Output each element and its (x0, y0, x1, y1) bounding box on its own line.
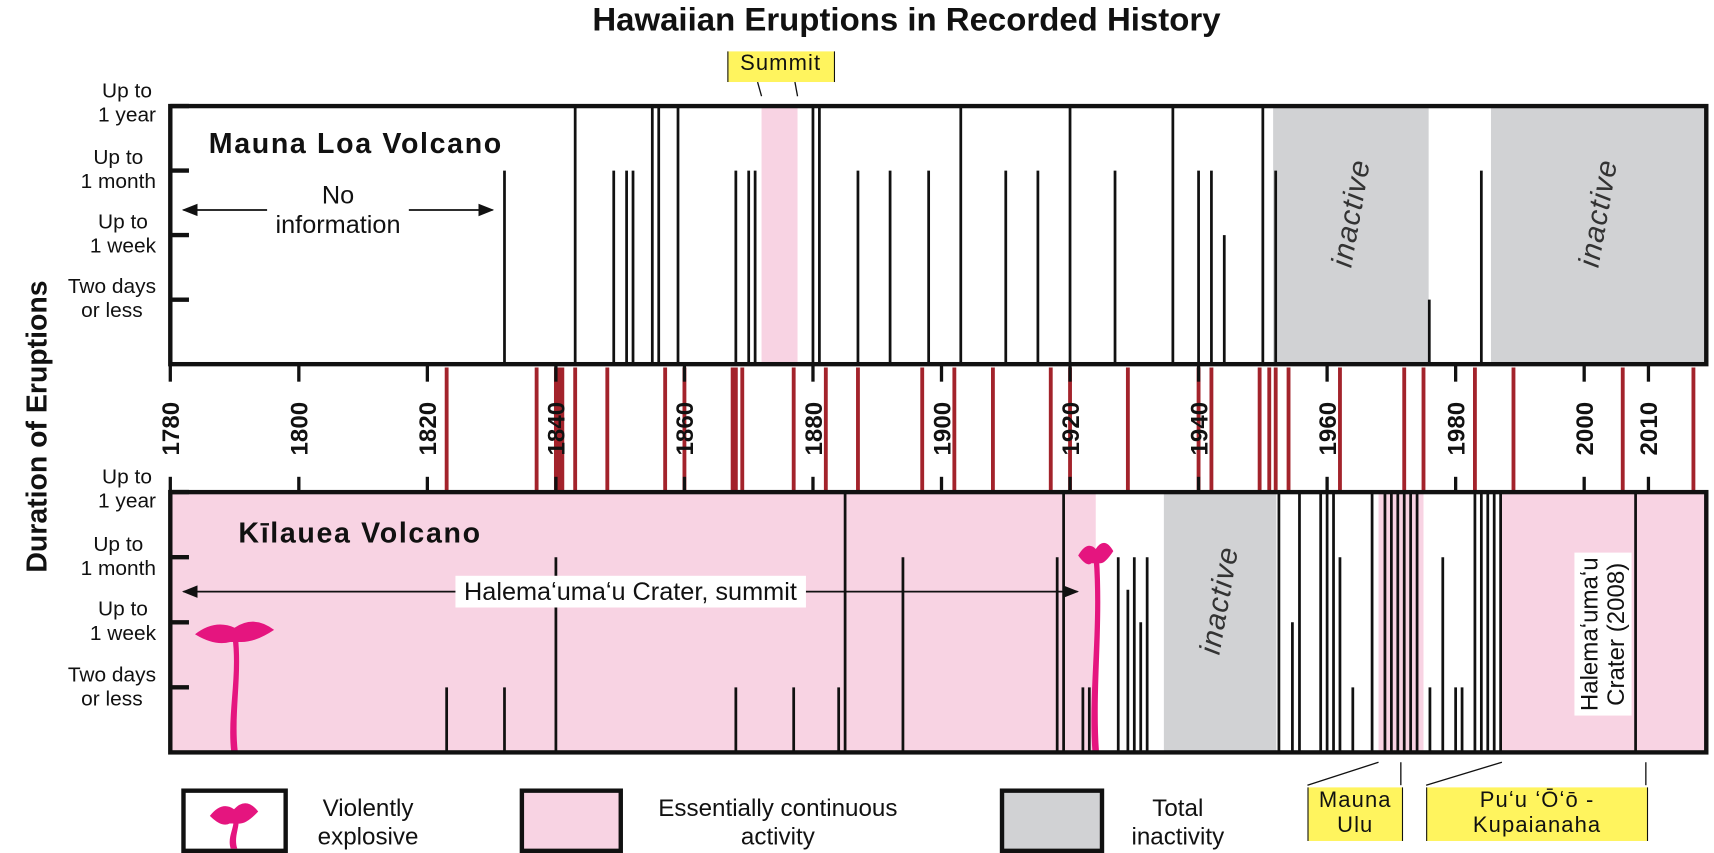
legend-swatch (1002, 791, 1102, 851)
span-label: No information (267, 179, 410, 240)
callout-connector (1307, 762, 1378, 785)
x-tick-label: 1980 (1443, 402, 1470, 456)
x-tick-label: 1880 (801, 402, 828, 456)
x-tick-label: 2000 (1572, 402, 1599, 456)
note: Halemaʻumaʻu Crater (2008) (1574, 553, 1631, 716)
y-tick-label: Up to 1 year (98, 80, 156, 128)
x-tick-label: 1940 (1186, 402, 1213, 456)
y-tick-label: Up to 1 month (81, 533, 156, 581)
callout-connector (795, 82, 798, 96)
x-tick-label: 1840 (544, 402, 571, 456)
x-tick-label: 2010 (1636, 402, 1663, 456)
callout: Mauna Ulu (1307, 787, 1403, 841)
callout-connector (758, 82, 762, 96)
callout: Puʻu ʻŌʻō - Kupaianaha (1426, 787, 1648, 841)
y-tick-label: Two days or less (68, 276, 156, 324)
y-tick-label: Up to 1 week (90, 211, 156, 259)
x-tick-label: 1920 (1058, 402, 1085, 456)
x-tick-label: 1800 (287, 402, 314, 456)
legend-label: Essentially continuous activity (658, 794, 897, 851)
panel-title: Mauna Loa Volcano (209, 127, 503, 161)
continuous-activity (762, 106, 798, 364)
page: {"chart_data":{ "type":"eruption-timelin… (0, 0, 1714, 853)
x-tick-label: 1860 (672, 402, 699, 456)
panel-title: Kīlauea Volcano (238, 516, 481, 550)
y-tick-label: Up to 1 year (98, 466, 156, 514)
x-tick-label: 1820 (415, 402, 442, 456)
y-tick-label: Up to 1 month (81, 147, 156, 195)
y-tick-label: Up to 1 week (90, 598, 156, 646)
y-tick-label: Two days or less (68, 663, 156, 711)
x-tick-label: 1780 (158, 402, 185, 456)
y-axis-title: Duration of Eruptions (20, 280, 54, 572)
stage: 1780 1800 1820 1840 1860 1880 1900 1920 1940 1960… (0, 0, 1714, 853)
callout: Summit (727, 51, 835, 82)
legend-label: Total inactivity (1131, 794, 1224, 851)
chart-title: Hawaiian Eruptions in Recorded History (592, 2, 1220, 39)
x-tick-label: 1900 (929, 402, 956, 456)
legend-label: Violently explosive (318, 794, 419, 851)
callout-connector (1426, 762, 1502, 785)
span-label: Halemaʻumaʻu Crater, summit (455, 576, 805, 608)
legend-swatch (522, 791, 621, 851)
x-tick-label: 1960 (1315, 402, 1342, 456)
